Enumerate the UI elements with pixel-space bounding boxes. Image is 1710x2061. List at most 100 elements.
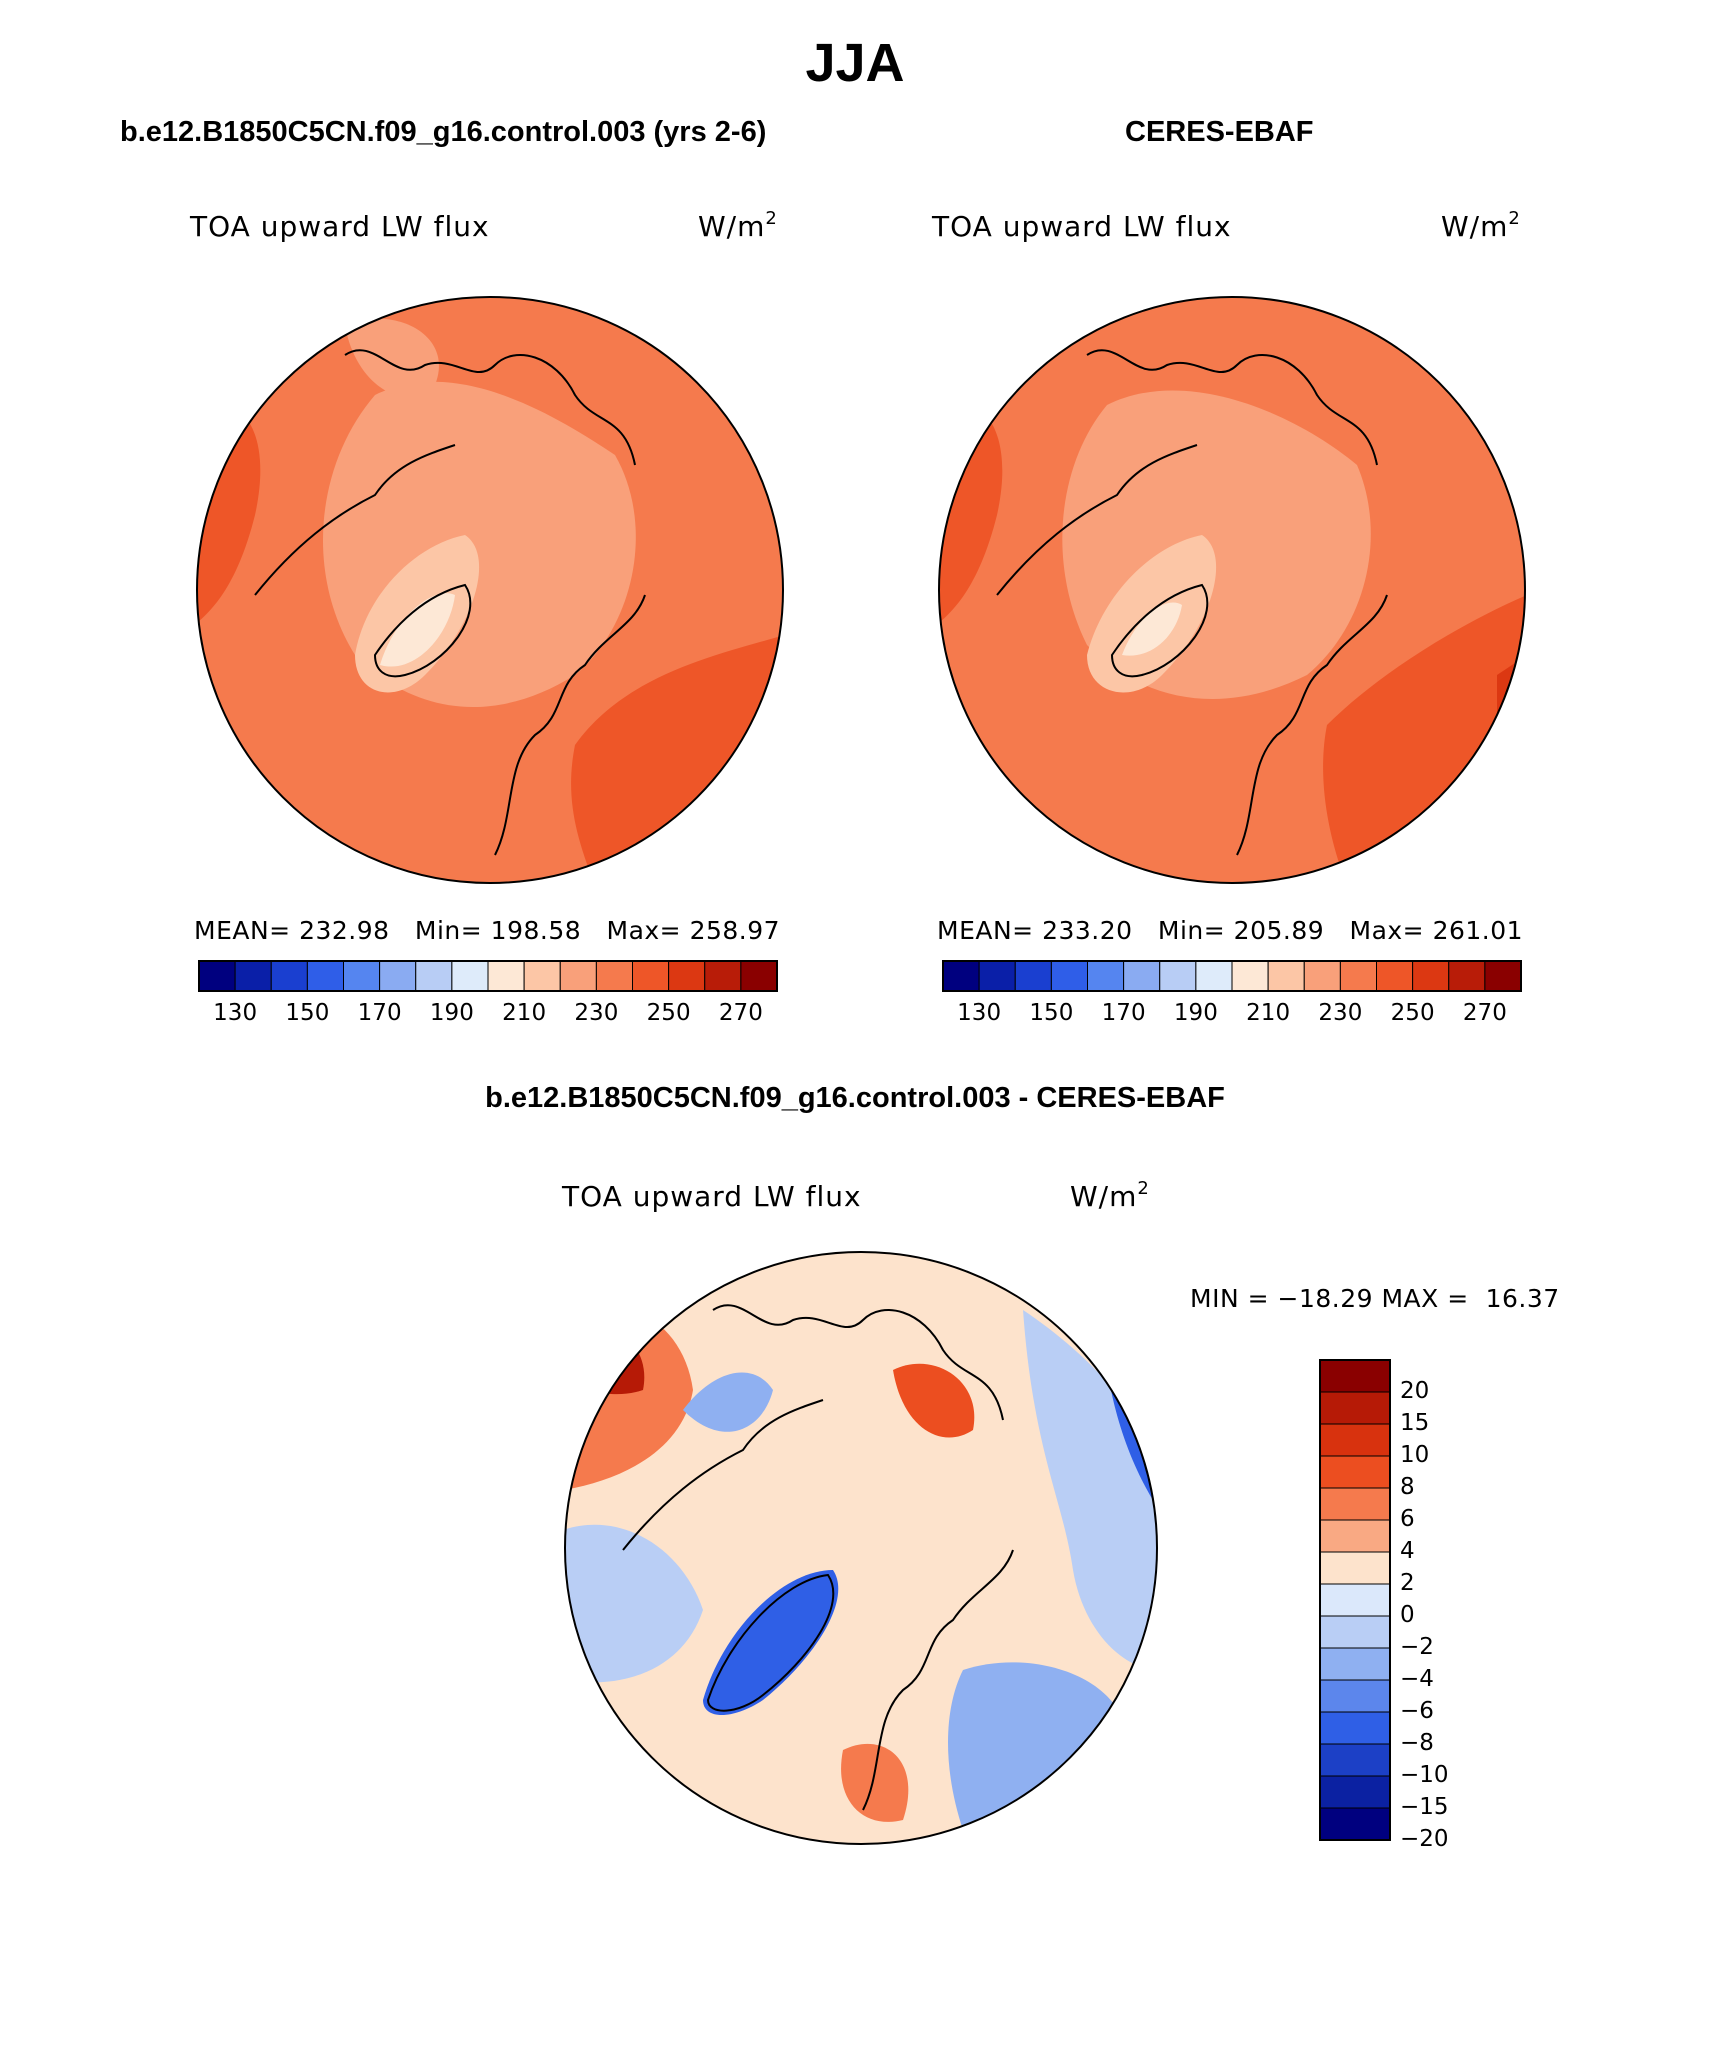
panel-2-map [938,296,1526,884]
map-3-region-cool [683,1372,773,1432]
panel-2-colorbar-ticks: 130 150 170 190 210 230 250 270 [943,1000,1521,1030]
colorbar-tick-label: 4 [1400,1538,1415,1564]
colorbar-swatch [595,960,633,992]
panel-1-colorbar-ticks: 130 150 170 190 210 230 250 270 [199,1000,777,1030]
colorbar-tick-label: 10 [1400,1442,1430,1468]
colorbar-swatch [523,960,561,992]
map-3-region-cool [948,1662,1123,1832]
colorbar-swatch [1319,1551,1391,1585]
colorbar-tick-label: 0 [1400,1602,1415,1628]
map-1-greenland-core [380,593,455,667]
colorbar-frame [942,960,1522,992]
map-3-region-cool [565,1524,703,1683]
panel-3-colorbar-ticks: 20 15 10 8 6 4 2 0 −2 −4 −6 −8 −10 −15 −20 [1400,1360,1520,1852]
colorbar-swatch [1319,1359,1391,1393]
map-3-region-cool [1023,1310,1157,1670]
panel-2-field-label: TOA upward LW flux [932,210,1232,243]
colorbar-swatch [1159,960,1197,992]
panel-1-colorbar [198,960,778,992]
colorbar-tick-label: 170 [1101,1000,1146,1026]
colorbar-swatch [1319,1455,1391,1489]
colorbar-swatch [1319,1807,1391,1841]
colorbar-swatch [306,960,344,992]
colorbar-swatch [1050,960,1088,992]
colorbar-swatch [1267,960,1305,992]
colorbar-tick-label: 250 [646,1000,691,1026]
colorbar-tick-label: −15 [1400,1794,1449,1820]
panel-3-colorbar [1319,1359,1391,1841]
colorbar-swatch [1319,1647,1391,1681]
difference-title: b.e12.B1850C5CN.f09_g16.control.003 - CE… [485,1082,1225,1114]
colorbar-swatch [1319,1743,1391,1777]
colorbar-swatch [1484,960,1522,992]
colorbar-tick-label: 230 [574,1000,619,1026]
colorbar-swatch [668,960,706,992]
map-1-coastline [254,349,646,856]
colorbar-swatch [704,960,742,992]
colorbar-tick-label: 270 [1462,1000,1507,1026]
colorbar-tick-label: −8 [1400,1730,1434,1756]
colorbar-tick-label: −6 [1400,1698,1434,1724]
colorbar-swatch [1231,960,1269,992]
colorbar-tick-label: 250 [1390,1000,1435,1026]
colorbar-swatch [1412,960,1450,992]
panel-1-title: b.e12.B1850C5CN.f09_g16.control.003 (yrs… [120,116,767,148]
colorbar-tick-label: −4 [1400,1666,1434,1692]
panel-1-units: W/m2 [698,208,778,244]
colorbar-tick-label: 2 [1400,1570,1415,1596]
colorbar-tick-label: −2 [1400,1634,1434,1660]
map-2-coastline [996,349,1388,856]
colorbar-swatch [1319,1679,1391,1713]
map-3-region-warm [841,1743,909,1822]
map-3-greenland-cool [703,1570,839,1715]
page-title: JJA [805,33,905,93]
colorbar-swatch [415,960,453,992]
colorbar-swatch [270,960,308,992]
panel-2-stats: MEAN= 233.20 Min= 205.89 Max= 261.01 [937,916,1524,945]
colorbar-swatch [1319,1487,1391,1521]
colorbar-tick-label: 150 [1029,1000,1074,1026]
panel-2-colorbar [942,960,1522,992]
panel-2-units: W/m2 [1441,208,1521,244]
colorbar-tick-label: 20 [1400,1378,1430,1404]
colorbar-tick-label: 15 [1400,1410,1430,1436]
colorbar-swatch [487,960,525,992]
colorbar-swatch [559,960,597,992]
colorbar-swatch [1319,1711,1391,1745]
map-3-coastline [622,1304,1014,1811]
colorbar-swatch [1319,1519,1391,1553]
colorbar-swatch [942,960,980,992]
colorbar-swatch [1303,960,1341,992]
panel-3-stats: MIN = −18.29 MAX = 16.37 [1190,1284,1560,1313]
colorbar-tick-label: 190 [1173,1000,1218,1026]
colorbar-tick-label: −10 [1400,1762,1449,1788]
colorbar-tick-label: 130 [213,1000,258,1026]
colorbar-tick-label: 210 [502,1000,547,1026]
colorbar-swatch [1339,960,1377,992]
colorbar-swatch [1319,1583,1391,1617]
colorbar-swatch [1319,1391,1391,1425]
panel-2-title: CERES-EBAF [1125,116,1314,148]
colorbar-swatch [1087,960,1125,992]
colorbar-tick-label: 8 [1400,1474,1415,1500]
colorbar-swatch [1195,960,1233,992]
colorbar-swatch [1319,1423,1391,1457]
colorbar-swatch [632,960,670,992]
colorbar-swatch [234,960,272,992]
colorbar-swatch [1319,1615,1391,1649]
panel-1-map [196,296,784,884]
map-3-region-warm [893,1363,975,1438]
colorbar-tick-label: −20 [1400,1826,1449,1852]
colorbar-tick-label: 150 [285,1000,330,1026]
colorbar-swatch [1319,1775,1391,1809]
colorbar-tick-label: 230 [1318,1000,1363,1026]
colorbar-swatch [740,960,778,992]
colorbar-tick-label: 170 [357,1000,402,1026]
colorbar-swatch [978,960,1016,992]
panel-3-units: W/m2 [1070,1178,1150,1214]
colorbar-swatch [198,960,236,992]
colorbar-swatch [1014,960,1052,992]
colorbar-frame [1319,1359,1391,1841]
colorbar-swatch [379,960,417,992]
colorbar-swatch [1376,960,1414,992]
